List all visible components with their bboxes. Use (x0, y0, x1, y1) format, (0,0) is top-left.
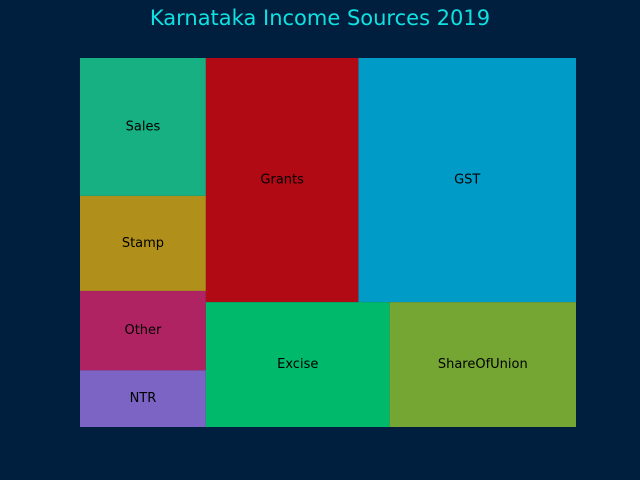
treemap-rect-other (80, 290, 206, 371)
treemap-label-shareofunion: ShareOfUnion (438, 357, 528, 372)
treemap-label-excise: Excise (277, 357, 318, 372)
chart-title: Karnataka Income Sources 2019 (149, 6, 491, 30)
treemap-tile-ntr: NTR (80, 370, 206, 427)
treemap-label-gst: GST (454, 173, 480, 188)
treemap-label-stamp: Stamp (122, 236, 164, 251)
treemap-label-grants: Grants (260, 173, 304, 188)
treemap-label-sales: Sales (126, 119, 161, 134)
treemap-rect-grants (205, 58, 359, 303)
treemap-label-ntr: NTR (130, 391, 157, 406)
treemap-rect-ntr (80, 370, 206, 427)
treemap-rect-shareofunion (389, 302, 576, 427)
treemap-tile-sales: Sales (80, 58, 206, 196)
treemap-tile-excise: Excise (205, 302, 390, 427)
treemap-label-other: Other (124, 323, 162, 338)
treemap-rect-gst (358, 58, 576, 303)
treemap-tile-other: Other (80, 290, 206, 371)
treemap-rect-excise (205, 302, 390, 427)
treemap-tile-stamp: Stamp (80, 195, 206, 291)
treemap-rect-sales (80, 58, 206, 196)
treemap-rect-stamp (80, 195, 206, 291)
treemap-tile-shareofunion: ShareOfUnion (389, 302, 576, 427)
treemap-tile-grants: Grants (205, 58, 359, 303)
treemap-tile-gst: GST (358, 58, 576, 303)
